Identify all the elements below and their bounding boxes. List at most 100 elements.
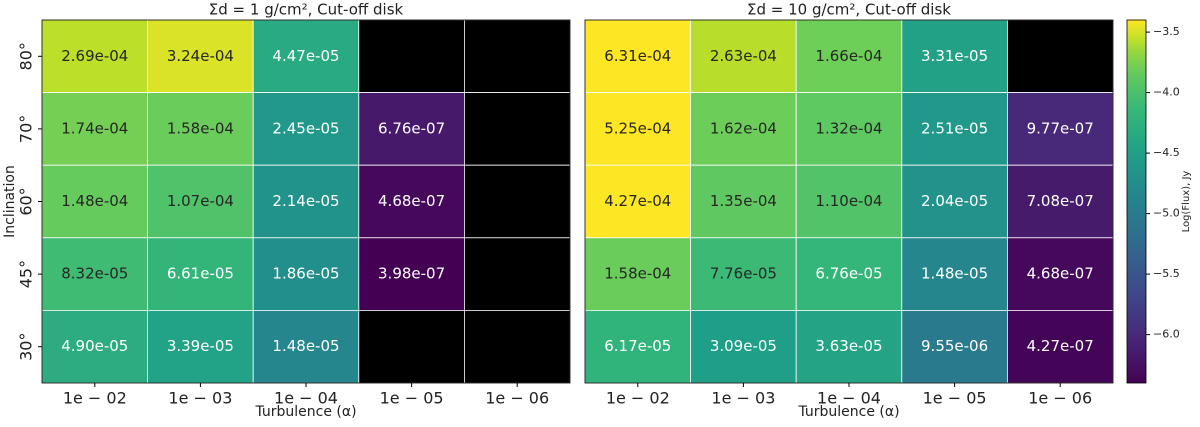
colorbar-tick-label: −4.5 [1153,146,1180,159]
cell-label: 1.10e-04 [815,192,882,210]
heatmap-cell [463,92,571,166]
cell-label: 3.63e-05 [815,337,882,355]
cell-label: 5.25e-04 [604,119,671,137]
cell-label: 2.51e-05 [921,119,988,137]
heatmap-cell [41,92,148,166]
cell-label: 4.68e-07 [1027,265,1094,283]
y-tick-label: 70° [17,115,36,143]
cell-label: 4.68e-07 [378,192,445,210]
heatmap-cell [1007,237,1114,311]
heatmap-cell [41,164,148,239]
x-tick-label: 1e − 04 [274,389,338,408]
colorbar-tick-label: −3.5 [1153,25,1180,38]
cell-label: 1.35e-04 [710,192,777,210]
heatmap-cell [358,19,465,93]
heatmap-cell [463,309,571,384]
cell-label: 3.09e-05 [710,337,777,355]
x-tick-label: 1e − 05 [923,389,987,408]
cell-label: 2.69e-04 [61,47,128,65]
x-tick-label: 1e − 05 [380,389,444,408]
heatmap-cell [901,237,1008,311]
heatmap-cell [690,237,797,311]
heatmap-cell [41,19,148,93]
cell-label: 1.58e-04 [167,119,234,137]
cell-label: 2.45e-05 [272,119,339,137]
cell-label: 9.77e-07 [1027,119,1094,137]
cell-label: 6.31e-04 [604,47,671,65]
cell-label: 2.14e-05 [272,192,339,210]
cell-label: 4.47e-05 [272,47,339,65]
heatmap-cell [358,237,465,311]
heatmap-cell [252,237,360,311]
heatmap-cell [1007,164,1114,239]
cell-label: 1.48e-04 [61,192,128,210]
heatmap-cell [463,237,571,311]
y-axis-label: Inclination [2,165,18,238]
heatmap-cell [463,19,571,93]
cell-label: 3.98e-07 [378,265,445,283]
cell-label: 6.17e-05 [604,337,671,355]
x-tick-label: 1e − 04 [817,389,881,408]
heatmap-cell [252,309,360,384]
heatmap-cell [690,92,797,166]
heatmap-cell [795,309,903,384]
colorbar-label: Log(Flux), Jy [1181,171,1192,233]
colorbar-tick-label: −5.0 [1153,207,1180,220]
chart-title: Σd = 10 g/cm², Cut-off disk [747,1,951,19]
x-tick-label: 1e − 03 [168,389,232,408]
cell-label: 8.32e-05 [61,265,128,283]
x-tick-label: 1e − 02 [63,389,127,408]
cell-label: 4.27e-04 [604,192,671,210]
heatmap-cell [901,92,1008,166]
cell-label: 3.39e-05 [167,337,234,355]
y-tick-label: 60° [17,187,36,215]
heatmap-cell [690,19,797,93]
colorbar-tick-label: −6.0 [1153,328,1180,341]
cell-label: 1.48e-05 [272,337,339,355]
heatmap-cell [252,164,360,239]
x-tick-label: 1e − 06 [485,389,549,408]
x-tick-label: 1e − 06 [1028,389,1092,408]
x-axis-label: Turbulence (α) [797,404,899,420]
colorbar-tick-label: −4.0 [1153,86,1180,99]
y-tick-label: 30° [17,333,36,361]
cell-label: 7.08e-07 [1027,192,1094,210]
cell-label: 1.58e-04 [604,265,671,283]
heatmap-cell [463,164,571,239]
cell-label: 6.76e-05 [815,265,882,283]
heatmap-cell [147,19,254,93]
cell-label: 1.48e-05 [921,265,988,283]
cell-label: 4.27e-07 [1027,337,1094,355]
colorbar-tick-label: −5.5 [1153,267,1180,280]
heatmap-cell [358,309,465,384]
x-tick-label: 1e − 02 [606,389,670,408]
x-tick-label: 1e − 03 [711,389,775,408]
cell-label: 4.90e-05 [61,337,128,355]
y-tick-label: 80° [17,42,36,70]
heatmap-cell [147,309,254,384]
cell-label: 1.62e-04 [710,119,777,137]
cell-label: 1.74e-04 [61,119,128,137]
heatmap-cell [795,237,903,311]
heatmap-cell [1007,19,1114,93]
cell-label: 1.32e-04 [815,119,882,137]
cell-label: 9.55e-06 [921,337,988,355]
cell-label: 1.07e-04 [167,192,234,210]
chart-title: Σd = 1 g/cm², Cut-off disk [209,1,404,19]
cell-label: 7.76e-05 [710,265,777,283]
heatmap-cell [795,92,903,166]
cell-label: 6.76e-07 [378,119,445,137]
cell-label: 1.86e-05 [272,265,339,283]
heatmap-cell [584,164,691,239]
cell-label: 3.31e-05 [921,47,988,65]
cell-label: 2.63e-04 [710,47,777,65]
heatmap-cell [41,237,148,311]
heatmap-cell [901,19,1008,93]
heatmap-cell [690,309,797,384]
x-axis-label: Turbulence (α) [254,404,356,420]
plot-frame [584,19,1114,384]
cell-label: 6.61e-05 [167,265,234,283]
heatmap-cell [584,237,691,311]
heatmap-cell [1007,309,1114,384]
